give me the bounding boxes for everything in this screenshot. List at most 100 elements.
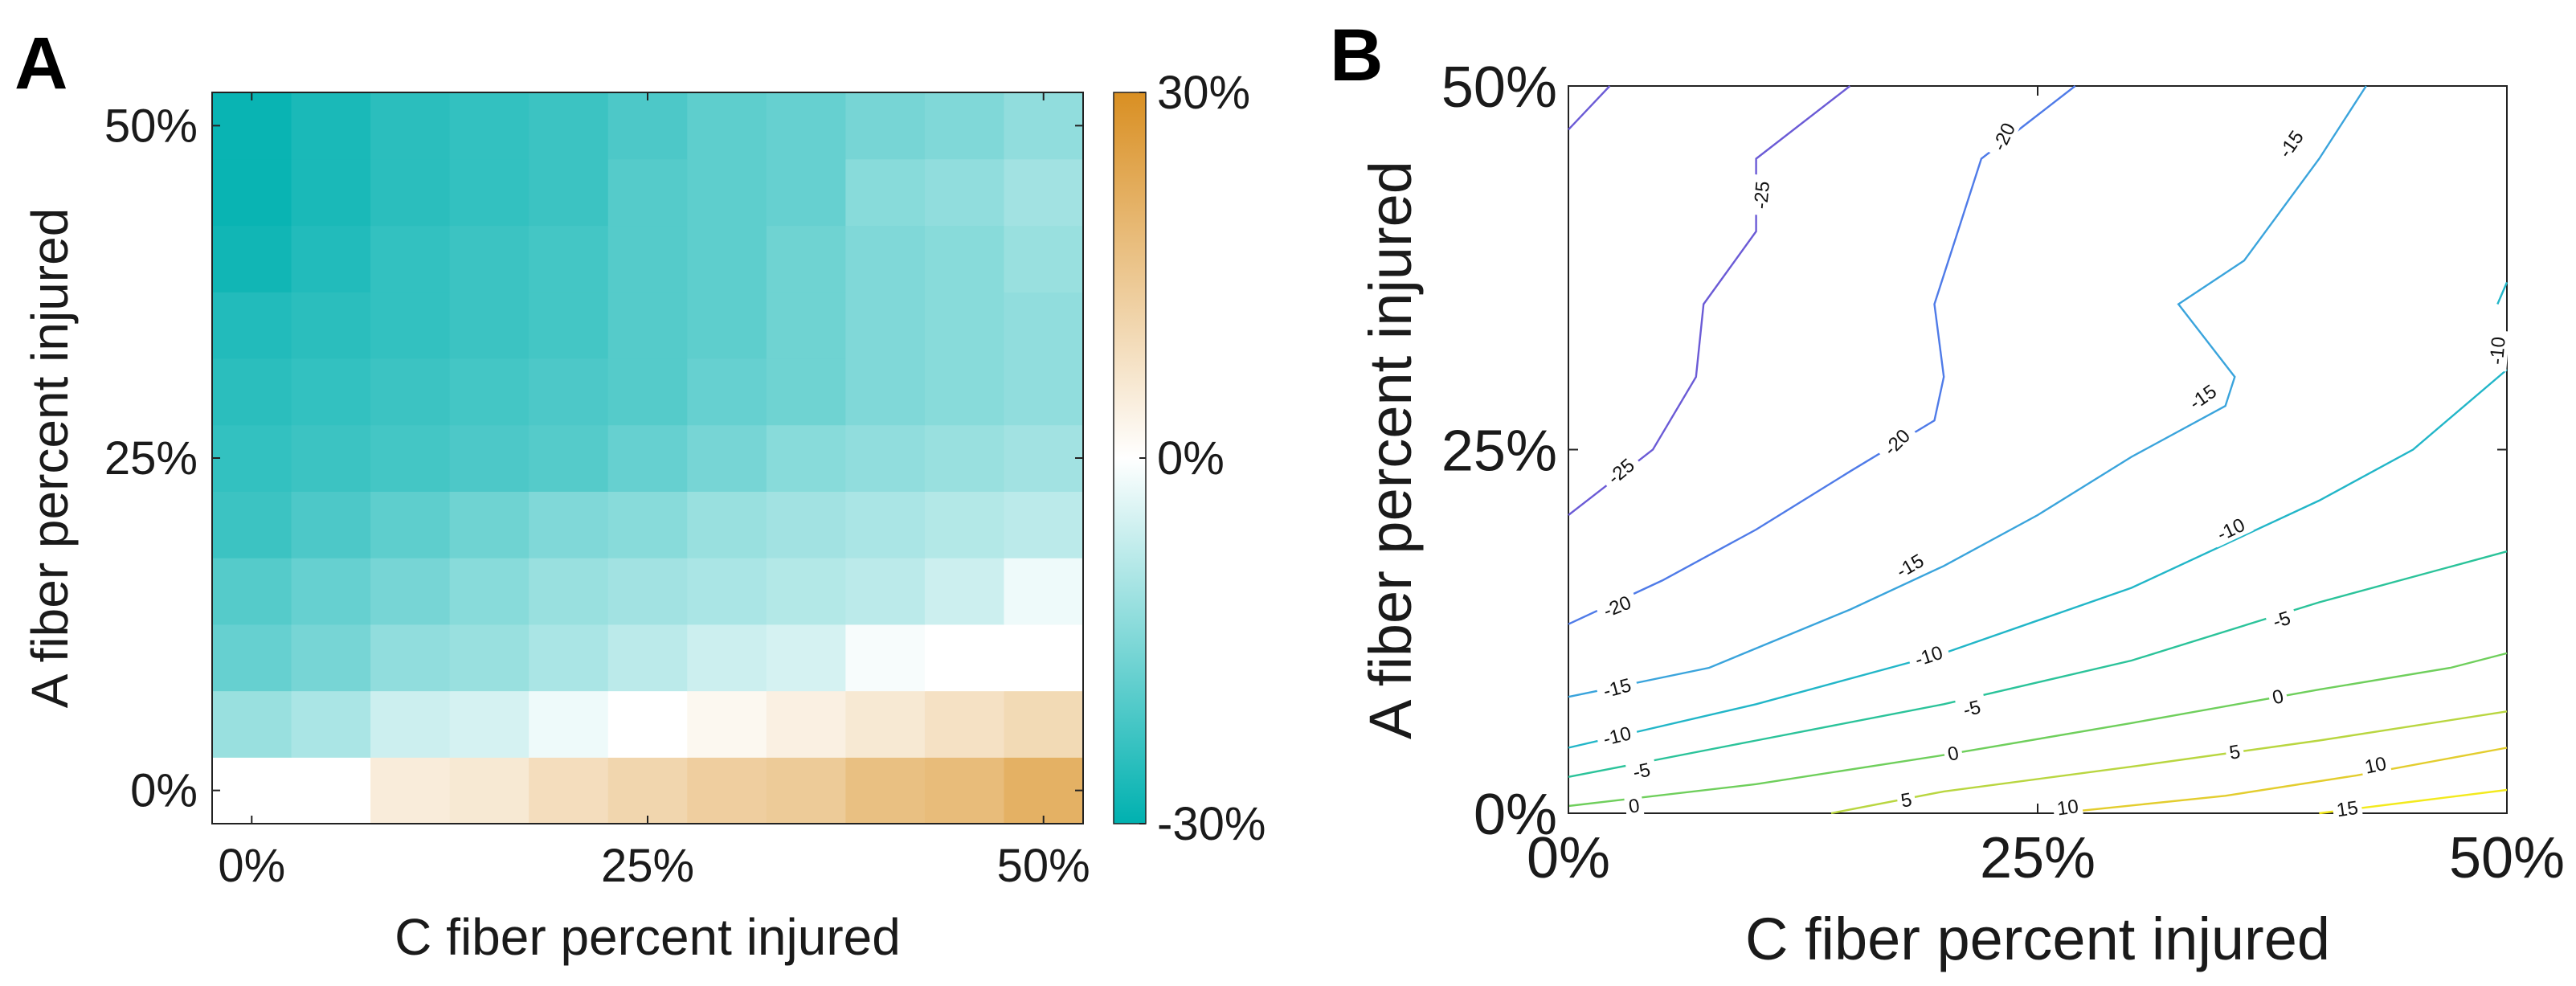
colorbar-tick-label: -30% — [1157, 798, 1266, 850]
colorbar-tick-label: 0% — [1157, 432, 1225, 485]
heatmap-cell — [449, 558, 530, 625]
contour-label-group: -10 — [2484, 329, 2510, 372]
heatmap-x-tick-label: 0% — [218, 840, 285, 892]
heatmap-y-tick-label: 50% — [104, 100, 198, 152]
heatmap-cell — [1004, 225, 1084, 293]
heatmap-cell — [924, 558, 1005, 625]
contour-label-background — [2207, 509, 2254, 548]
contour-label-background — [2223, 738, 2246, 764]
heatmap-cell — [212, 558, 292, 625]
heatmap-cell — [924, 225, 1005, 293]
heatmap-cell — [449, 358, 530, 426]
contour-x-label: C fiber percent injured — [1745, 906, 2330, 972]
heatmap-cell — [607, 92, 688, 160]
heatmap-cell — [529, 690, 609, 758]
heatmap-cell — [1004, 424, 1084, 492]
heatmap-cell — [291, 424, 371, 492]
heatmap-cell — [924, 92, 1005, 160]
contour-label-background — [2331, 795, 2364, 821]
heatmap-cell — [291, 92, 371, 160]
heatmap-cell — [291, 558, 371, 625]
contour-label-background — [1874, 419, 1919, 464]
heatmap-cell — [845, 225, 926, 293]
contour-line — [1568, 369, 2508, 749]
contour-label-group: 5 — [2223, 738, 2246, 764]
heatmap-cell — [845, 424, 926, 492]
contour-label: 5 — [2227, 741, 2242, 764]
heatmap-cell — [370, 624, 451, 692]
contour-y-tick-label: 25% — [1441, 419, 1557, 484]
contour-label: 5 — [1899, 789, 1914, 812]
heatmap-cell — [607, 225, 688, 293]
contour-frame — [1568, 85, 2508, 814]
panel-letter-a: A — [14, 23, 67, 104]
heatmap-cell — [449, 690, 530, 758]
contour-line — [1568, 85, 2367, 698]
contour-label-group: -5 — [1625, 756, 1658, 784]
heatmap-cell — [449, 624, 530, 692]
contour-label-background — [1955, 693, 1989, 722]
heatmap-cell — [687, 424, 767, 492]
heatmap-cell — [370, 491, 451, 558]
contour-x-tick-label: 25% — [1980, 826, 2096, 890]
heatmap-cell — [449, 292, 530, 359]
contour-label-background — [1895, 787, 1917, 812]
heatmap-cell — [766, 225, 846, 293]
heatmap-cell — [291, 358, 371, 426]
colorbar-tick-label: 30% — [1157, 67, 1250, 119]
contour-labels: -25-25-20-20-20-15-15-15-15-10-10-10-10-… — [1593, 113, 2510, 821]
heatmap-cell — [845, 757, 926, 824]
heatmap-cell — [766, 624, 846, 692]
contour-x-tick-label: 0% — [1527, 826, 1610, 890]
contour-label-group: 10 — [2051, 793, 2084, 820]
heatmap-x-tick-label: 25% — [601, 840, 694, 892]
contour-label-group: 5 — [1895, 787, 1917, 812]
heatmap-cell — [607, 424, 688, 492]
heatmap-cell — [212, 358, 292, 426]
heatmap-cell — [766, 158, 846, 227]
heatmap-x-tick-label: 50% — [997, 840, 1090, 892]
heatmap-cell — [766, 558, 846, 625]
heatmap-cell — [529, 624, 609, 692]
heatmap-cell — [845, 690, 926, 758]
contour-label-group: -15 — [1887, 545, 1933, 586]
heatmap-cell — [687, 92, 767, 160]
heatmap-cell — [1004, 624, 1084, 692]
heatmap-cell — [449, 158, 530, 227]
heatmap-cell — [766, 491, 846, 558]
heatmap-cell — [845, 158, 926, 227]
heatmap-cell — [212, 624, 292, 692]
contour-label-group: -5 — [1955, 693, 1989, 722]
contour-y-tick-label: 0% — [1474, 783, 1557, 847]
heatmap-cell — [370, 424, 451, 492]
heatmap-y-tick-label: 0% — [130, 765, 198, 817]
heatmap-cell — [1004, 558, 1084, 625]
heatmap-cell — [1004, 158, 1084, 227]
heatmap-cell — [607, 558, 688, 625]
contour-line — [1568, 550, 2508, 778]
heatmap-cell — [370, 158, 451, 227]
heatmap-cell — [529, 358, 609, 426]
contour-label-group: -25 — [1748, 174, 1774, 216]
contour-label-background — [2179, 375, 2226, 418]
heatmap-cell — [291, 225, 371, 293]
contour-label-group: 10 — [2358, 750, 2392, 779]
contour-label-background — [1594, 719, 1640, 751]
heatmap-cell — [212, 757, 292, 824]
heatmap-cell — [607, 292, 688, 359]
contour-label-background — [1597, 449, 1643, 493]
heatmap-cell — [607, 358, 688, 426]
heatmap-cell — [449, 757, 530, 824]
heatmap-cell — [449, 491, 530, 558]
contour-label-background — [2358, 750, 2392, 779]
contour-label-background — [1942, 739, 1965, 766]
contour-axes: 0% 25% 50% 0% 25% 50% — [1441, 55, 2565, 890]
contour-label: 0 — [2270, 685, 2285, 709]
heatmap-cell — [291, 491, 371, 558]
heatmap-cell — [529, 92, 609, 160]
heatmap-cell — [924, 624, 1005, 692]
heatmap-cell — [607, 757, 688, 824]
contour-label: -25 — [1750, 180, 1774, 210]
contour-label-group: -5 — [2263, 603, 2299, 635]
heatmap-cell — [687, 158, 767, 227]
